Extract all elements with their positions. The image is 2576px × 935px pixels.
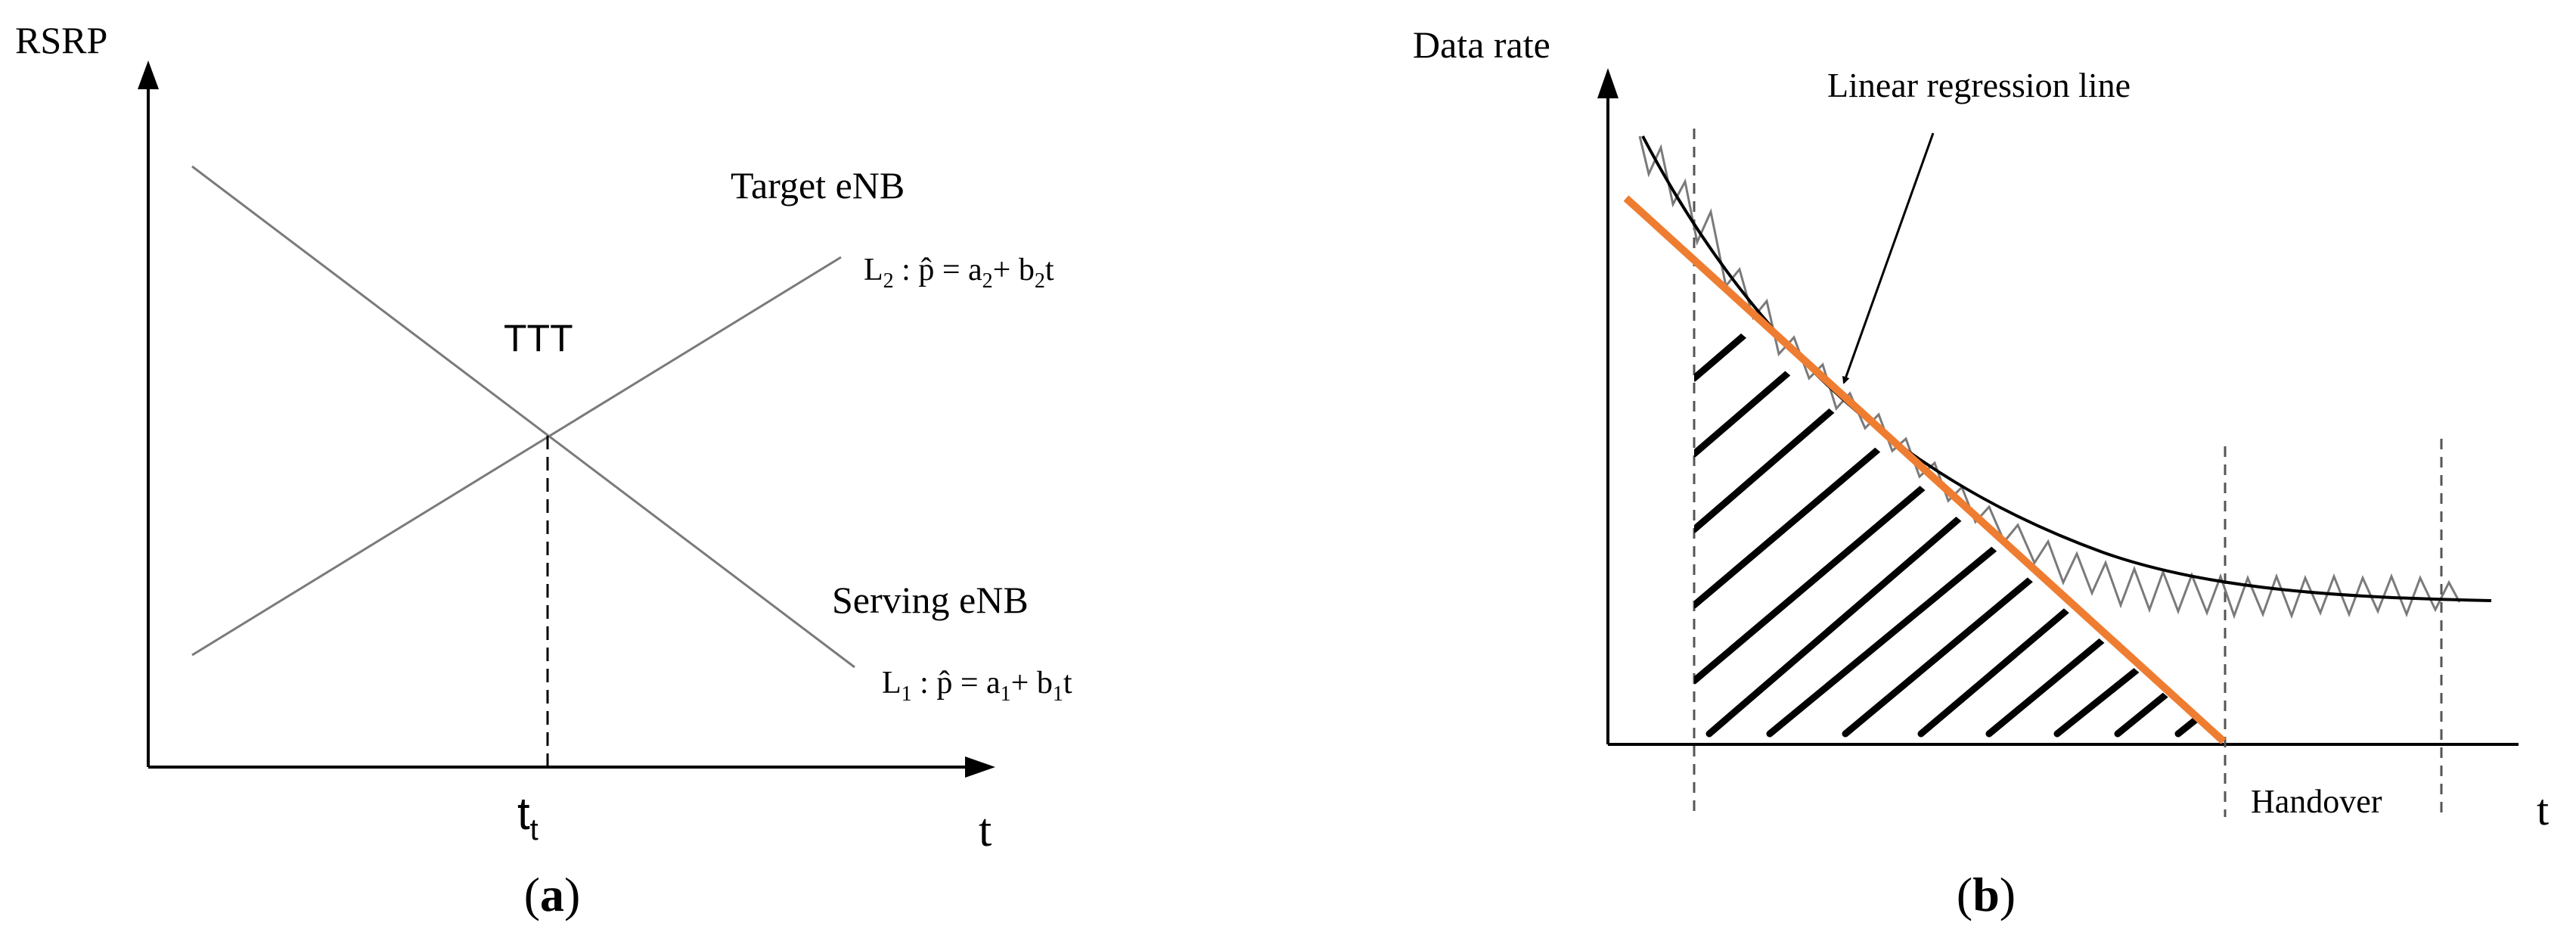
panel-a-y-arrow bbox=[138, 61, 159, 89]
panel-b-y-label: Data rate bbox=[1413, 23, 1550, 66]
panel-a-y-label: RSRP bbox=[15, 19, 107, 61]
panel-b-handover-label: Handover bbox=[2251, 783, 2382, 820]
panel-a-serving-label: Serving eNB bbox=[832, 579, 1029, 621]
panel-b-decay-curve bbox=[1641, 135, 2492, 602]
panel-a: RSRP t Target eNB Serving eNB TTT L2 : p… bbox=[15, 19, 1072, 921]
panel-a-target-label: Target eNB bbox=[731, 164, 905, 207]
panel-b-y-arrow bbox=[1597, 68, 1619, 98]
panel-b-regression-line bbox=[1623, 195, 2227, 744]
panel-b-hatching bbox=[1694, 294, 2224, 738]
panel-b-regression-label: Linear regression line bbox=[1827, 66, 2131, 104]
panel-a-l1-equation: L1 : p̂ = a1+ b1t bbox=[882, 666, 1072, 706]
panel-a-ttt-label: TTT bbox=[504, 317, 573, 359]
panel-a-tick-label: tt bbox=[517, 788, 538, 846]
panel-a-caption: (a) bbox=[524, 868, 581, 921]
panel-a-x-arrow bbox=[965, 756, 995, 778]
panel-b-noisy-signal bbox=[1638, 135, 2461, 620]
panel-b-x-label: t bbox=[2537, 785, 2549, 834]
panel-a-l2-equation: L2 : p̂ = a2+ b2t bbox=[864, 253, 1054, 293]
panel-b-caption: (b) bbox=[1957, 868, 2016, 921]
panel-a-serving-line bbox=[191, 165, 855, 669]
panel-a-target-line bbox=[191, 256, 842, 657]
panel-b: Data rate t Linear regression line Hando… bbox=[1413, 23, 2549, 921]
panel-b-annotation-arrow bbox=[1842, 132, 1935, 384]
panel-a-x-label: t bbox=[979, 805, 992, 856]
